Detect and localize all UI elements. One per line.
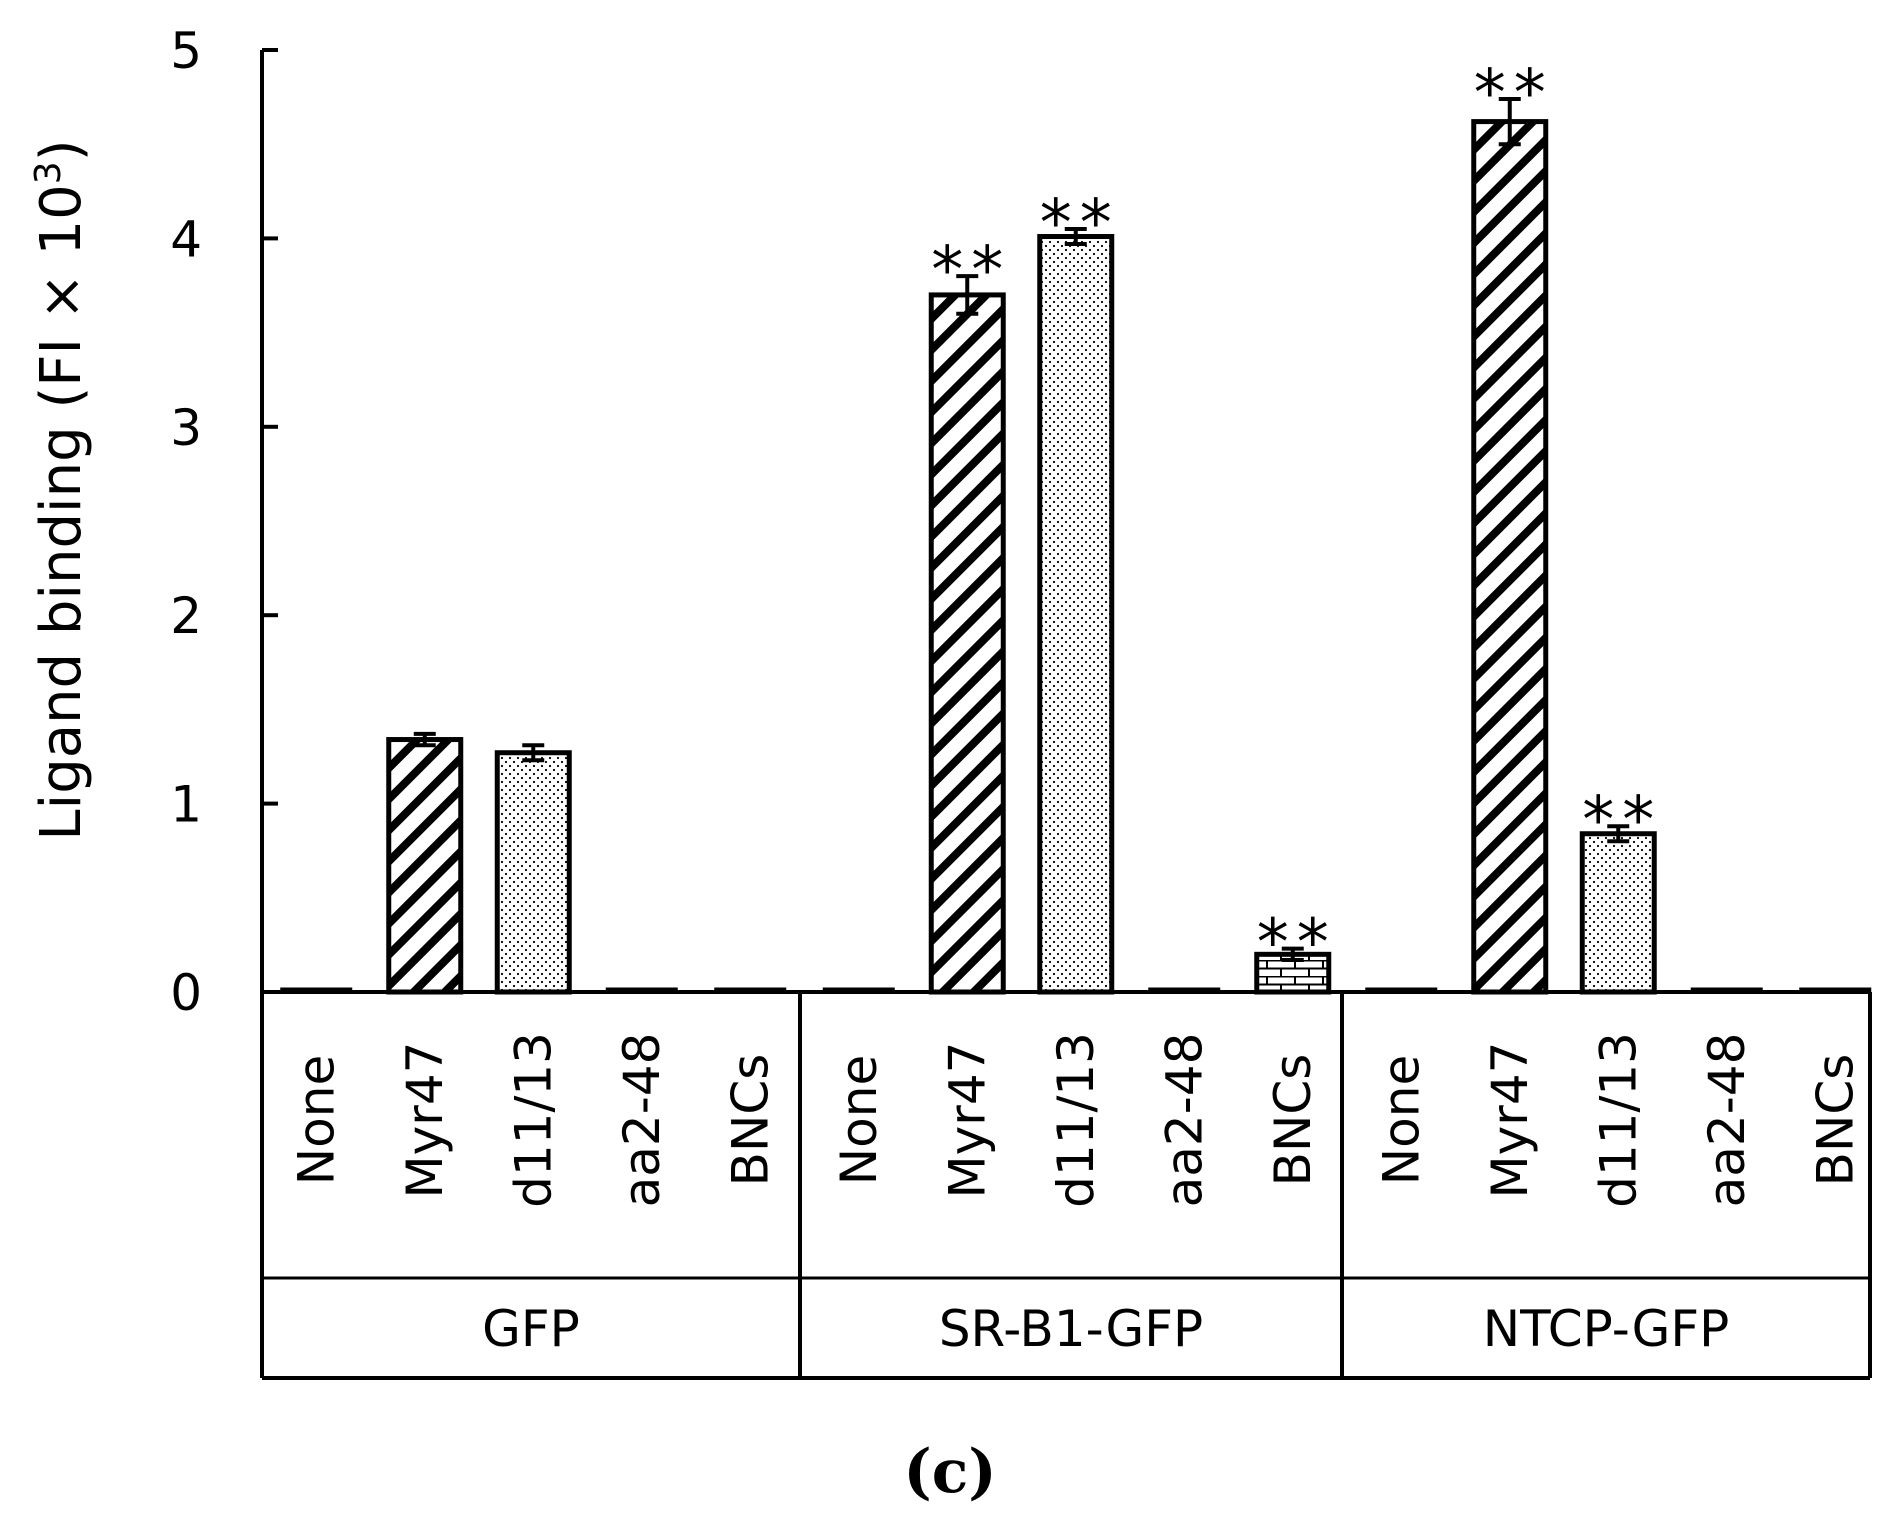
y-axis-label-sup: 3: [28, 161, 69, 184]
y-axis: 0 1 2 3 4 5: [170, 22, 278, 1378]
significance-mark: **: [931, 234, 1011, 308]
category-label: d11/13: [1047, 1032, 1105, 1208]
category-label: aa2-48: [1155, 1033, 1213, 1208]
bar: [386, 737, 464, 995]
y-tick-label: 4: [170, 210, 202, 268]
group-label: NTCP-GFP: [1483, 1300, 1730, 1358]
y-axis-label-main: Ligand binding (FI × 10: [29, 184, 94, 840]
category-label: None: [1372, 1055, 1430, 1185]
bar: [1471, 119, 1549, 995]
panel-label: (c): [903, 1437, 996, 1507]
group-label: SR-B1-GFP: [939, 1300, 1203, 1358]
significance-mark: **: [1582, 784, 1662, 858]
category-label: aa2-48: [613, 1033, 671, 1208]
category-table: None Myr47 d11/13 aa2-48 BNCs None Myr47 d11/13…: [262, 990, 1872, 1380]
y-axis-label-close: ): [29, 139, 94, 161]
bar: [494, 750, 572, 995]
significance-mark: **: [1257, 907, 1337, 981]
category-label: Myr47: [1481, 1042, 1539, 1199]
category-label: None: [830, 1055, 888, 1185]
category-label: BNCs: [1806, 1054, 1864, 1187]
significance-layer: ** ** ** ** **: [931, 57, 1662, 981]
category-label: None: [287, 1055, 345, 1185]
y-tick-label: 3: [170, 399, 202, 457]
y-tick-label: 2: [170, 587, 202, 645]
y-tick-label: 5: [170, 22, 202, 80]
y-axis-label: Ligand binding (FI × 103): [28, 139, 95, 840]
bar: [928, 292, 1006, 995]
bar: [1037, 234, 1115, 995]
y-tick-label: 0: [170, 964, 202, 1022]
category-label: aa2-48: [1698, 1033, 1756, 1208]
category-label: d11/13: [504, 1032, 562, 1208]
significance-mark: **: [1040, 187, 1120, 261]
category-label: BNCs: [721, 1054, 779, 1187]
category-label: BNCs: [1264, 1054, 1322, 1187]
group-label: GFP: [482, 1300, 580, 1358]
category-label: Myr47: [396, 1042, 454, 1199]
y-tick-label: 1: [170, 776, 202, 834]
category-label: d11/13: [1589, 1032, 1647, 1208]
significance-mark: **: [1474, 57, 1554, 131]
category-label: Myr47: [938, 1042, 996, 1199]
